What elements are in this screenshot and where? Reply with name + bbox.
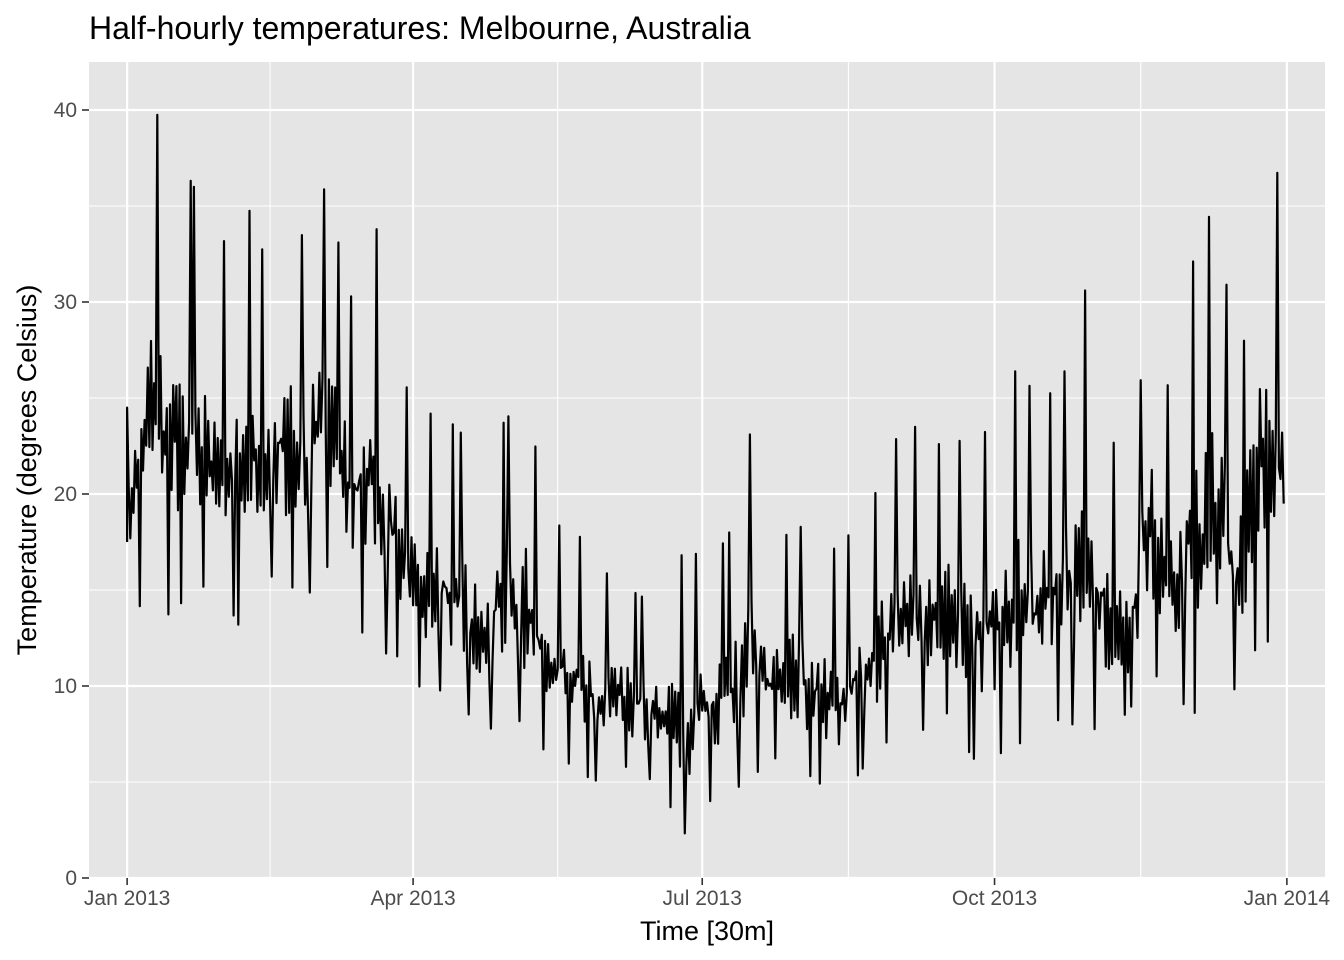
x-axis: Jan 2013 Apr 2013 Jul 2013 Oct 2013 Jan 2014: [84, 878, 1330, 910]
y-axis-label: Temperature (degrees Celsius): [12, 285, 42, 656]
y-tick-label: 10: [54, 675, 77, 698]
x-tick-label: Jan 2014: [1244, 887, 1331, 910]
chart-title: Half-hourly temperatures: Melbourne, Aus…: [89, 10, 751, 46]
y-tick-label: 0: [65, 867, 77, 890]
x-tick-label: Jul 2013: [663, 887, 742, 910]
x-tick-label: Apr 2013: [370, 887, 455, 910]
x-tick-label: Jan 2013: [84, 887, 170, 910]
y-axis: 0 10 20 30 40: [54, 99, 89, 890]
x-tick-label: Oct 2013: [952, 887, 1037, 910]
grid-minor: [89, 62, 1325, 878]
series-line-temperature: [126, 113, 1285, 835]
y-tick-label: 30: [54, 291, 77, 314]
y-tick-label: 20: [54, 483, 77, 506]
y-tick-label: 40: [54, 99, 77, 122]
x-axis-label: Time [30m]: [640, 916, 774, 946]
